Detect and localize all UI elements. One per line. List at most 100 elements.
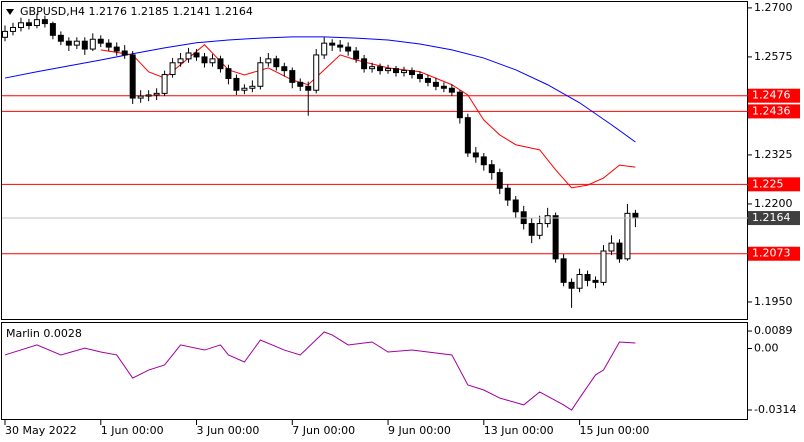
candle-body — [153, 92, 160, 96]
x-tick-label: 1 Jun 00:00 — [101, 424, 164, 437]
candle-body — [81, 40, 88, 50]
y-tick-label: 0.0089 — [754, 324, 793, 337]
candle-body — [289, 70, 296, 83]
moving-average — [4, 36, 636, 143]
level-label-bg — [748, 177, 800, 192]
candle-body — [137, 95, 144, 99]
candle-body — [560, 258, 567, 283]
candle-body — [49, 23, 56, 36]
indicator-title: Marlin 0.0028 — [6, 327, 82, 340]
candle-body — [65, 40, 72, 46]
candle-body — [432, 81, 439, 87]
candle-body — [17, 22, 24, 28]
candle-body — [9, 26, 16, 32]
level-label: 1.2073 — [752, 247, 791, 260]
candle-body — [361, 58, 368, 70]
candle-body — [201, 56, 208, 64]
candle-body — [393, 68, 400, 74]
candle-body — [528, 223, 535, 236]
candle-body — [313, 54, 320, 91]
candle-body — [512, 199, 519, 213]
y-tick-label: 1.2200 — [754, 197, 793, 210]
candle-body — [600, 250, 607, 283]
level-label-bg — [748, 104, 800, 119]
candle-body — [544, 215, 551, 225]
candle-body — [241, 87, 248, 91]
candle-body — [177, 58, 184, 64]
candle-body — [536, 223, 543, 236]
candle-body — [504, 187, 511, 201]
candle-body — [329, 42, 336, 46]
candle-body — [297, 81, 304, 87]
candle-body — [464, 117, 471, 154]
candle-body — [97, 38, 104, 44]
oscillator-line — [4, 331, 636, 411]
candle-body — [2, 30, 8, 38]
oscillator-panel — [1, 322, 748, 420]
candle-body — [145, 94, 152, 97]
candle-body — [496, 172, 503, 189]
level-label: 1.2476 — [752, 89, 791, 102]
candle-body — [440, 85, 447, 89]
candle-body — [416, 74, 423, 79]
current-price-label: 1.2164 — [752, 211, 791, 224]
x-tick-label: 3 Jun 00:00 — [197, 424, 260, 437]
candle-body — [472, 152, 479, 158]
candle-body — [41, 19, 48, 25]
candle-body — [113, 46, 120, 52]
candle-body — [424, 77, 431, 83]
candle-body — [321, 42, 328, 56]
y-tick-label: -0.0314 — [754, 403, 796, 416]
candle-body — [385, 68, 392, 72]
candle-body — [305, 85, 312, 91]
candle-body — [169, 62, 176, 76]
candle-body — [129, 54, 136, 99]
current-price-bg — [748, 211, 800, 226]
candle-body — [209, 58, 216, 64]
x-tick-label: 9 Jun 00:00 — [388, 424, 451, 437]
candle-body — [233, 77, 240, 91]
candle-body — [345, 46, 352, 52]
candle-body — [448, 87, 455, 93]
candle-body — [89, 38, 96, 50]
candle-body — [377, 66, 384, 72]
candle-body — [576, 274, 583, 289]
y-tick-label: 1.1950 — [754, 295, 793, 308]
x-tick-label: 7 Jun 00:00 — [292, 424, 355, 437]
candle-body — [456, 91, 463, 119]
y-tick-label: 0.00 — [754, 341, 779, 354]
candle-body — [33, 19, 40, 27]
candle-body — [249, 85, 256, 89]
candle-body — [265, 58, 272, 64]
candle-body — [273, 58, 280, 68]
candle-body — [337, 44, 344, 48]
candle-body — [480, 156, 487, 166]
candle-body — [121, 50, 128, 56]
level-label: 1.225 — [752, 177, 784, 190]
candle-body — [608, 242, 615, 252]
candle-body — [281, 66, 288, 72]
candle-body — [401, 70, 407, 74]
collapse-icon — [6, 9, 14, 15]
candle-body — [57, 34, 64, 42]
candle-body — [193, 52, 200, 58]
candle-body — [225, 68, 232, 79]
candle-body — [568, 281, 575, 289]
x-tick-label: 30 May 2022 — [5, 424, 77, 437]
candle-body — [185, 52, 192, 60]
candle-body — [632, 212, 639, 219]
candle-body — [624, 212, 631, 260]
y-tick-label: 1.2700 — [754, 1, 793, 14]
candle-body — [616, 242, 623, 260]
level-label-bg — [748, 88, 800, 103]
level-label: 1.2436 — [752, 104, 791, 117]
x-tick-label: 15 Jun 00:00 — [580, 424, 650, 437]
level-label-bg — [748, 246, 800, 261]
x-tick-label: 13 Jun 00:00 — [484, 424, 554, 437]
candle-body — [369, 66, 376, 70]
candle-body — [161, 74, 168, 94]
candle-body — [257, 62, 264, 87]
candle-body — [592, 279, 599, 283]
candle-body — [353, 50, 360, 60]
